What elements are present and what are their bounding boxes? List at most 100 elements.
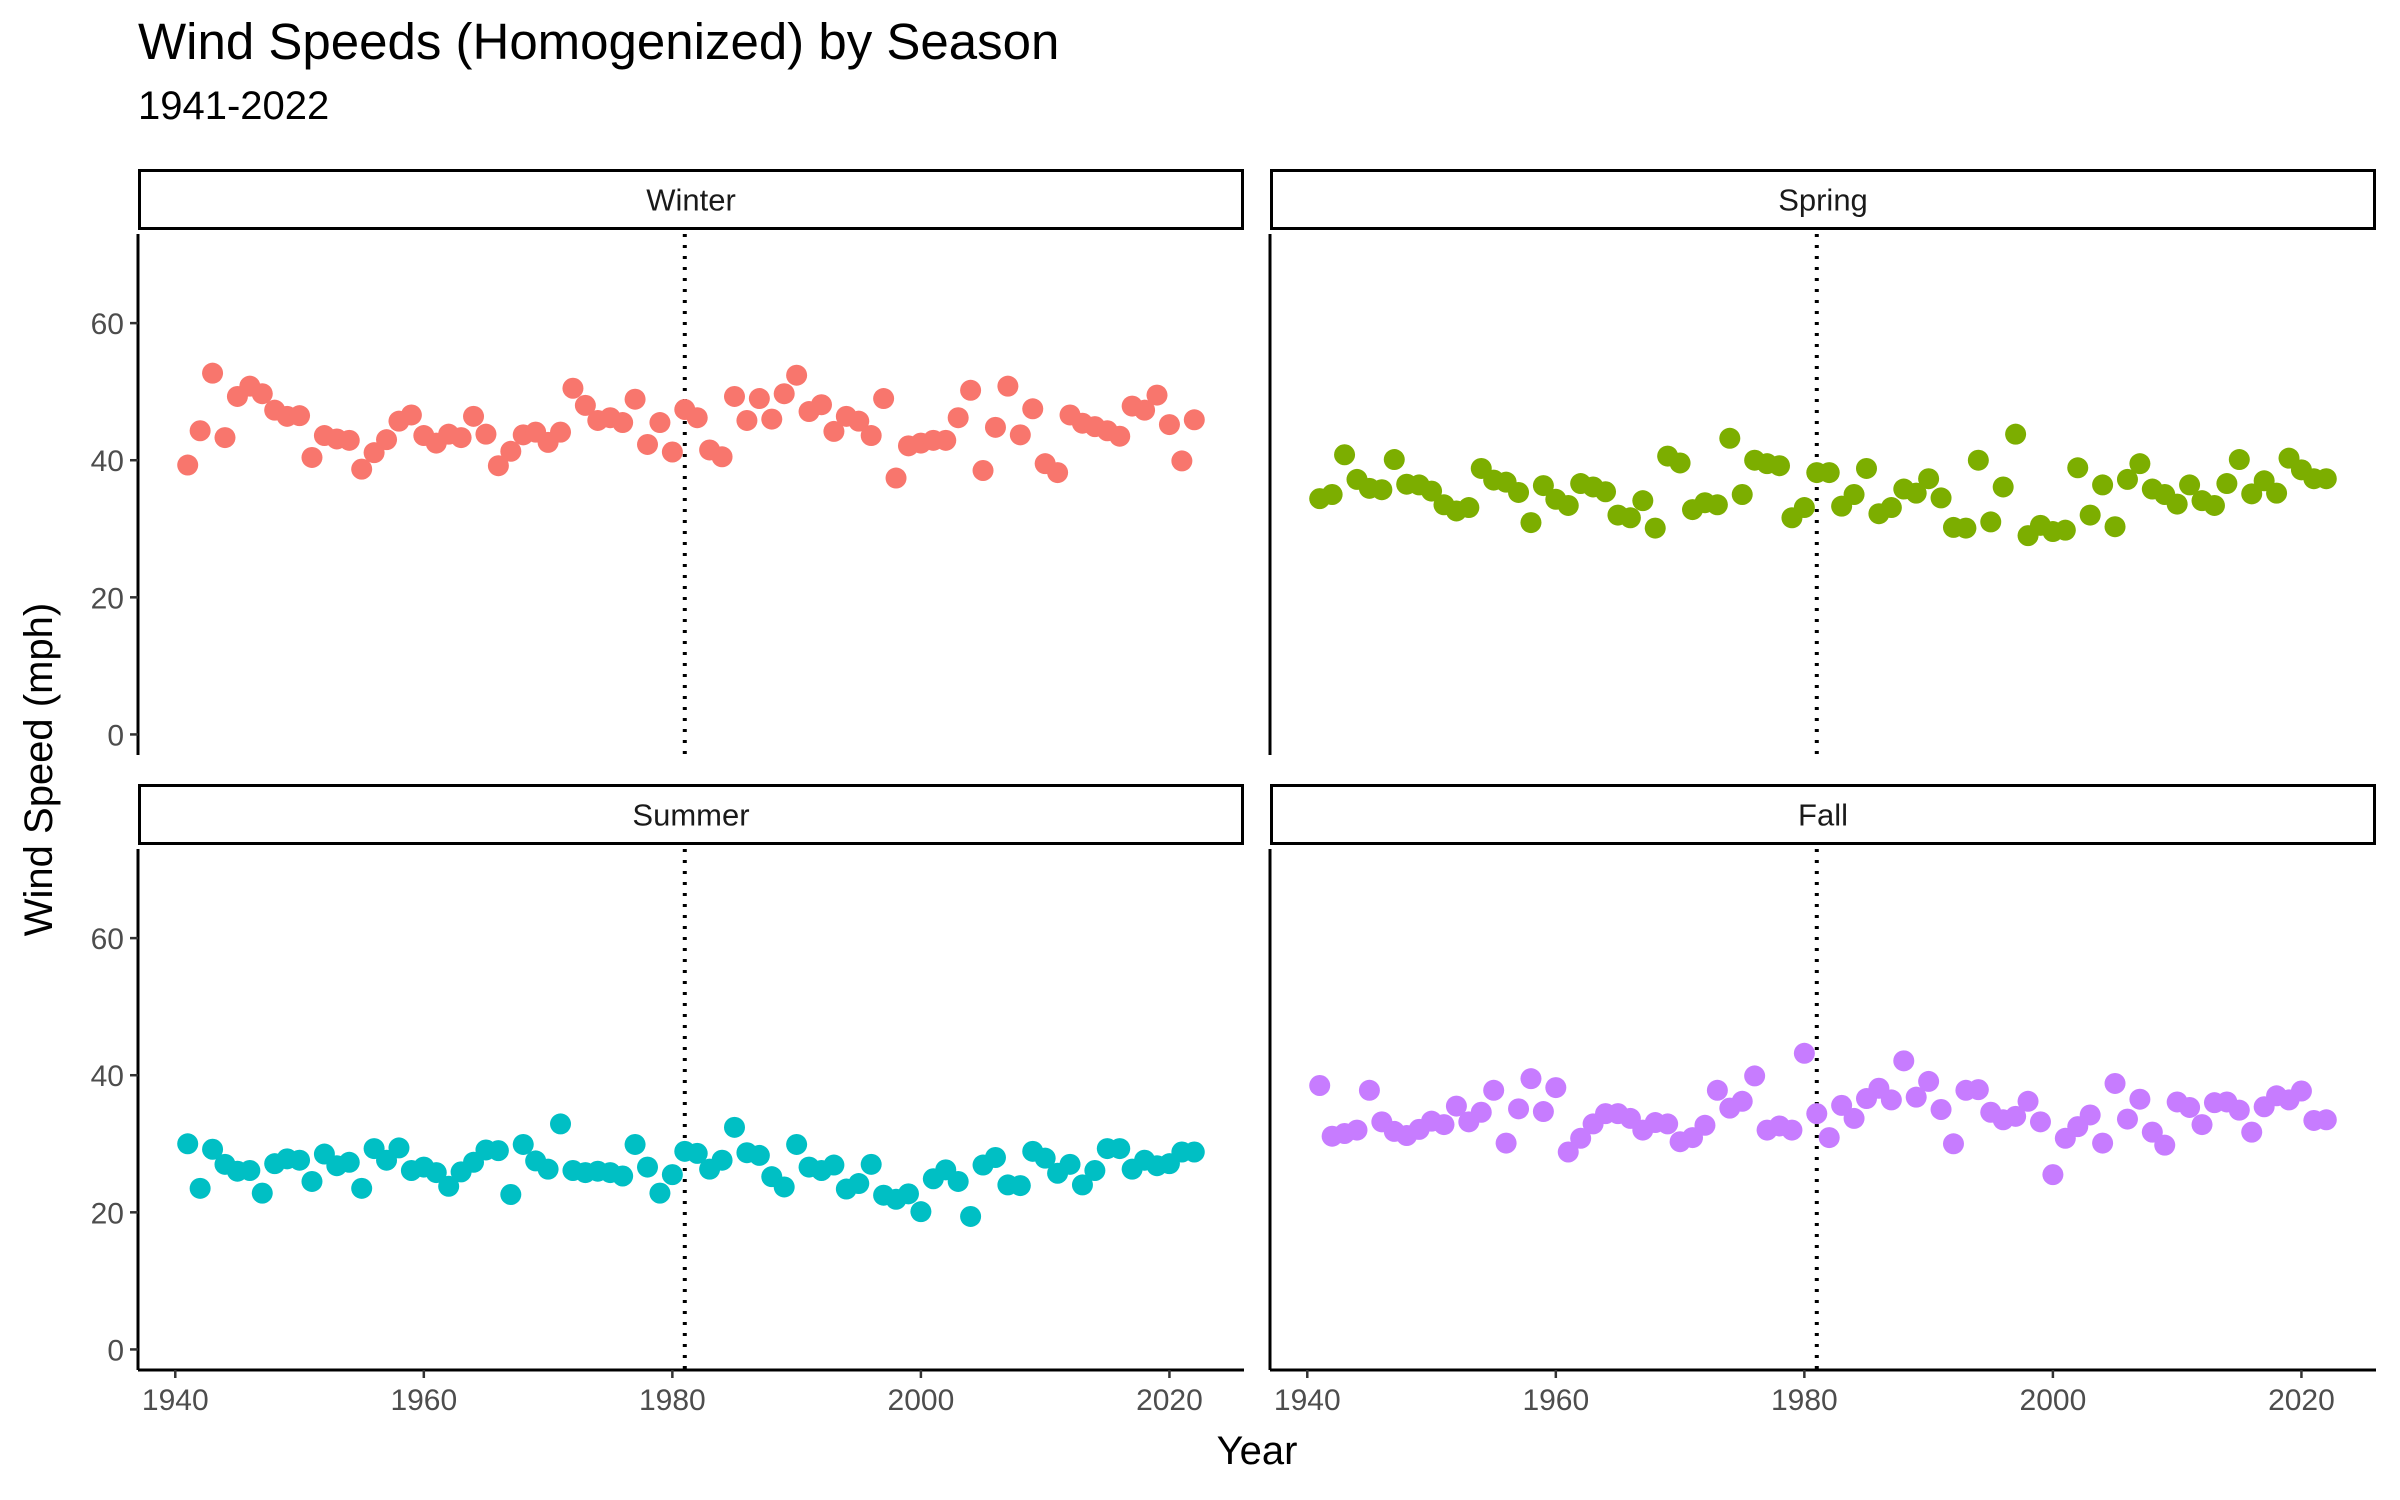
- facet-label-fall: Fall: [1798, 798, 1848, 833]
- data-point-spring: [2166, 493, 2188, 515]
- data-point-winter: [463, 405, 485, 427]
- data-point-summer: [338, 1151, 360, 1173]
- data-point-fall: [1508, 1098, 1530, 1120]
- data-point-winter: [624, 388, 646, 410]
- data-point-spring: [1967, 449, 1989, 471]
- data-point-fall: [1570, 1127, 1592, 1149]
- data-point-fall: [1967, 1079, 1989, 1101]
- x-tick-label-summer: 1940: [142, 1384, 209, 1417]
- data-point-summer: [823, 1154, 845, 1176]
- y-axis-title: Wind Speed (mph): [17, 603, 61, 936]
- data-point-spring: [1918, 468, 1940, 490]
- data-point-spring: [1508, 481, 1530, 503]
- data-point-fall: [1657, 1113, 1679, 1135]
- y-tick-label-winter: 40: [91, 445, 124, 478]
- data-point-winter: [1047, 462, 1069, 484]
- data-point-fall: [1880, 1089, 1902, 1111]
- data-point-summer: [711, 1149, 733, 1171]
- data-point-summer: [984, 1146, 1006, 1168]
- data-point-winter: [338, 429, 360, 451]
- data-point-winter: [289, 405, 311, 427]
- data-point-spring: [1719, 427, 1741, 449]
- data-point-summer: [960, 1205, 982, 1227]
- data-point-winter: [736, 409, 758, 431]
- data-point-fall: [1346, 1119, 1368, 1141]
- data-point-winter: [189, 420, 211, 442]
- data-point-summer: [189, 1177, 211, 1199]
- x-tick-label-summer: 2000: [888, 1384, 955, 1417]
- data-point-summer: [1109, 1138, 1131, 1160]
- data-point-summer: [289, 1149, 311, 1171]
- data-point-winter: [1171, 450, 1193, 472]
- y-tick-label-summer: 40: [91, 1060, 124, 1093]
- data-point-spring: [1669, 452, 1691, 474]
- data-point-fall: [1918, 1070, 1940, 1092]
- data-point-spring: [2241, 483, 2263, 505]
- x-tick-label-fall: 2020: [2268, 1384, 2335, 1417]
- data-point-spring: [1421, 480, 1443, 502]
- data-point-winter: [823, 420, 845, 442]
- data-point-spring: [1371, 479, 1393, 501]
- data-point-fall: [2079, 1104, 2101, 1126]
- data-point-fall: [2179, 1096, 2201, 1118]
- data-point-fall: [1806, 1103, 1828, 1125]
- y-tick-label-winter: 20: [91, 582, 124, 615]
- data-point-spring: [1731, 484, 1753, 505]
- data-point-fall: [2104, 1072, 2126, 1094]
- data-point-spring: [1980, 511, 2002, 533]
- data-point-spring: [1644, 517, 1666, 539]
- y-tick-label-winter: 60: [91, 308, 124, 341]
- data-point-spring: [2067, 457, 2089, 479]
- data-point-spring: [1905, 482, 1927, 504]
- data-point-spring: [1992, 476, 2014, 498]
- data-point-winter: [251, 383, 273, 405]
- data-point-fall: [1893, 1050, 1915, 1072]
- x-tick-label-fall: 2000: [2020, 1384, 2087, 1417]
- data-point-summer: [686, 1142, 708, 1164]
- data-point-summer: [251, 1182, 273, 1204]
- data-point-fall: [2228, 1099, 2250, 1121]
- data-point-spring: [2228, 449, 2250, 471]
- data-point-winter: [786, 364, 808, 386]
- data-point-summer: [388, 1137, 410, 1159]
- data-point-fall: [1545, 1077, 1567, 1099]
- data-point-fall: [1942, 1133, 1964, 1155]
- data-point-summer: [624, 1133, 646, 1155]
- data-point-winter: [1183, 409, 1205, 431]
- data-point-winter: [997, 375, 1019, 397]
- data-point-winter: [773, 383, 795, 405]
- data-point-spring: [1321, 484, 1343, 505]
- data-point-winter: [748, 388, 770, 410]
- data-point-winter: [363, 442, 385, 464]
- data-point-summer: [612, 1165, 634, 1187]
- data-point-fall: [1445, 1095, 1467, 1117]
- data-point-fall: [2154, 1134, 2176, 1156]
- data-point-spring: [2179, 474, 2201, 496]
- data-point-spring: [1855, 457, 1877, 479]
- data-point-spring: [1632, 490, 1654, 512]
- data-point-spring: [2104, 516, 2126, 538]
- data-point-winter: [637, 433, 659, 455]
- data-point-winter: [723, 385, 745, 407]
- data-point-summer: [239, 1160, 261, 1182]
- data-point-fall: [1793, 1042, 1815, 1064]
- data-point-spring: [2116, 468, 2138, 490]
- data-point-spring: [1955, 517, 1977, 539]
- data-point-winter: [810, 394, 832, 416]
- data-point-winter: [860, 425, 882, 447]
- data-point-winter: [960, 379, 982, 401]
- data-point-spring: [2092, 474, 2114, 496]
- data-point-winter: [475, 423, 497, 445]
- data-point-fall: [1470, 1101, 1492, 1123]
- data-point-fall: [2241, 1121, 2263, 1143]
- data-point-winter: [487, 455, 509, 477]
- data-point-spring: [1818, 462, 1840, 484]
- data-point-winter: [1134, 399, 1156, 421]
- data-point-summer: [773, 1176, 795, 1198]
- data-point-fall: [2129, 1088, 2151, 1110]
- data-point-winter: [450, 427, 472, 449]
- facet-label-summer: Summer: [632, 798, 749, 833]
- data-point-winter: [500, 440, 522, 462]
- data-point-summer: [1071, 1174, 1093, 1196]
- data-point-summer: [425, 1162, 447, 1184]
